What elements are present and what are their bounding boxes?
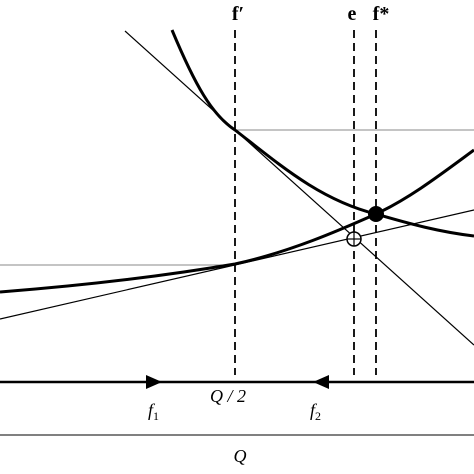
- increasing-curve: [0, 148, 474, 294]
- optimum-point: [368, 206, 384, 222]
- label: Q / 2: [210, 386, 246, 406]
- equilibrium-point: [346, 231, 362, 247]
- label: f2: [310, 400, 321, 423]
- label: e: [348, 3, 357, 25]
- arrow-head: [146, 375, 162, 389]
- label: Q: [234, 446, 247, 466]
- label: f*: [373, 3, 390, 25]
- tangent-line: [124, 30, 474, 346]
- label: f1: [148, 400, 159, 423]
- arrow-head: [313, 375, 329, 389]
- label: f′: [232, 3, 244, 25]
- decreasing-curve: [170, 29, 474, 238]
